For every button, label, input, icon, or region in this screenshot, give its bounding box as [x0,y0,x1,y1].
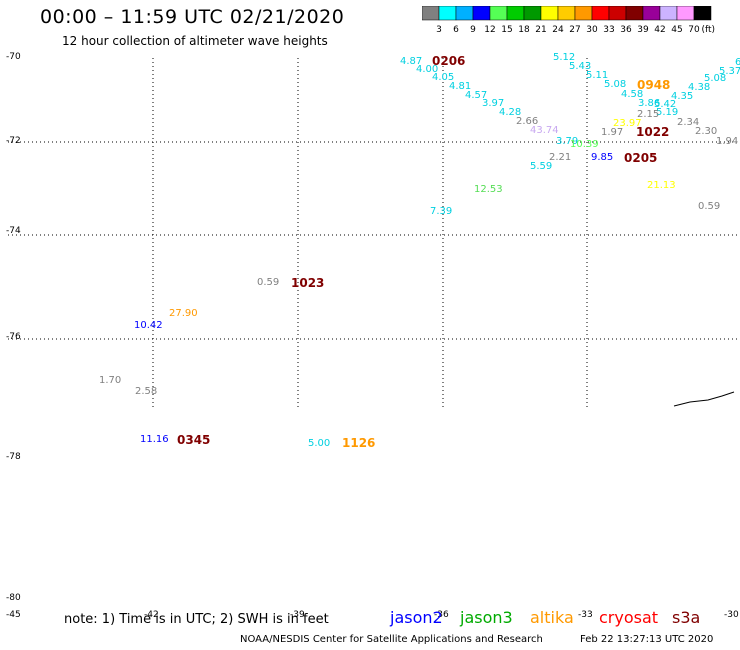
colorbar-tick-label: 39 [637,25,649,35]
wave-height-obs: 2.30 [695,126,717,137]
wave-height-obs: 2.34 [677,117,699,128]
colorbar-tick-label: 12 [484,25,495,35]
pass-time-label: 0345 [177,433,210,447]
colorbar-tick-label: 18 [518,25,530,35]
wave-height-obs: 7.39 [430,206,452,217]
legend-altika: altika [530,608,574,627]
coastline [673,391,735,407]
longitude-label: -33 [578,610,593,620]
map-title: 00:00 – 11:59 UTC 02/21/2020 [40,6,345,28]
wave-height-obs: 2.66 [516,116,538,127]
colorbar-tick-label: 27 [569,25,580,35]
wave-height-obs: 4.87 [400,56,422,67]
wave-height-obs: 27.90 [169,308,198,319]
generated-timestamp: Feb 22 13:27:13 UTC 2020 [580,634,714,645]
wave-height-obs: 4.81 [449,81,471,92]
colorbar-swatch [693,6,712,21]
wave-height-obs: 6 [735,57,740,68]
pass-time-label: 0948 [637,78,670,92]
pass-time-label: 1126 [342,436,375,450]
wave-height-obs: 3.79 [556,136,578,147]
colorbar-tick-label: 9 [470,25,476,35]
longitude-label: -45 [6,610,21,620]
wave-height-obs: 2.15 [637,109,659,120]
wave-height-obs: 0.59 [698,201,720,212]
wave-height-obs: 0.59 [257,277,279,288]
wave-height-obs: 12.53 [474,184,503,195]
wave-height-obs: 4.38 [688,82,710,93]
wave-height-obs: 3.97 [482,98,504,109]
colorbar-tick-label: 3 [436,25,442,35]
pass-time-label: 1022 [636,125,669,139]
wave-height-obs: 5.11 [586,70,608,81]
legend-jason2: jason2 [390,608,443,627]
wave-height-obs: 3.86 [638,98,660,109]
longitude-label: -42 [144,610,159,620]
map-subtitle: 12 hour collection of altimeter wave hei… [62,34,328,48]
wave-height-obs: 23.97 [613,118,642,129]
latitude-label: -80 [6,593,21,603]
wave-height-obs: 2.58 [135,386,157,397]
credit-text: NOAA/NESDIS Center for Satellite Applica… [240,634,543,645]
wave-height-obs: 5.08 [704,73,726,84]
longitude-label: -39 [290,610,305,620]
colorbar-tick-label: 15 [501,25,512,35]
latitude-label: -74 [6,226,21,236]
legend-cryosat: cryosat [599,608,659,627]
colorbar-tick-label: 70 [688,25,700,35]
latitude-label: -72 [6,136,21,146]
wave-height-obs: 1.97 [601,127,623,138]
wave-height-obs: 2.21 [549,152,571,163]
wave-height-obs: 5.12 [553,52,575,63]
latitude-label: -78 [6,452,21,462]
colorbar-tick-label: 36 [620,25,632,35]
wave-height-obs: 10.39 [570,139,599,150]
wave-height-obs: 4.35 [671,91,693,102]
wave-height-obs: 5.00 [308,438,330,449]
wave-height-obs: 4.28 [499,107,521,118]
wave-height-obs: 11.16 [140,434,169,445]
colorbar-unit-label: (ft) [701,25,715,35]
wave-height-obs: 4.05 [432,72,454,83]
pass-time-label: 0205 [624,151,657,165]
latitude-label: -70 [6,52,21,62]
longitude-label: -36 [434,610,449,620]
colorbar-tick-label: 6 [453,25,459,35]
note-text: note: 1) Time is in UTC; 2) SWH is in fe… [64,612,329,627]
wave-height-obs: 1.94 [716,136,738,147]
colorbar-tick-label: 30 [586,25,598,35]
wave-height-obs: 5.19 [656,107,678,118]
legend-jason3: jason3 [460,608,513,627]
colorbar-tick-label: 33 [603,25,614,35]
colorbar-tick-label: 21 [535,25,546,35]
wave-height-obs: 1.70 [99,375,121,386]
wave-height-obs: 10.42 [134,320,163,331]
colorbar-tick-label: 45 [671,25,682,35]
wave-height-obs: 5.42 [654,99,676,110]
pass-time-label: 1023 [291,276,324,290]
wave-height-obs: 5.08 [604,79,626,90]
wave-height-obs: 21.13 [647,180,676,191]
legend-s3a: s3a [672,608,701,627]
wave-height-obs: 9.85 [591,152,613,163]
colorbar-tick-label: 42 [654,25,665,35]
wave-height-obs: 4.58 [621,89,643,100]
wave-height-obs: 5.43 [569,61,591,72]
latitude-label: -76 [6,332,21,342]
wave-height-colorbar: 3 6 9 12 15 18 21 24 27 30 33 36 39 42 45 70 (ft) [422,6,715,35]
pass-time-label: 0206 [432,54,465,68]
wave-height-obs: 5.59 [530,161,552,172]
longitude-label: -30 [724,610,739,620]
wave-height-obs: 4.00 [416,64,438,75]
colorbar-tick-label: 24 [552,25,564,35]
wave-height-obs: 4.57 [465,90,487,101]
wave-height-obs: 43.74 [530,125,559,136]
wave-height-obs: 5.37 [719,66,740,77]
